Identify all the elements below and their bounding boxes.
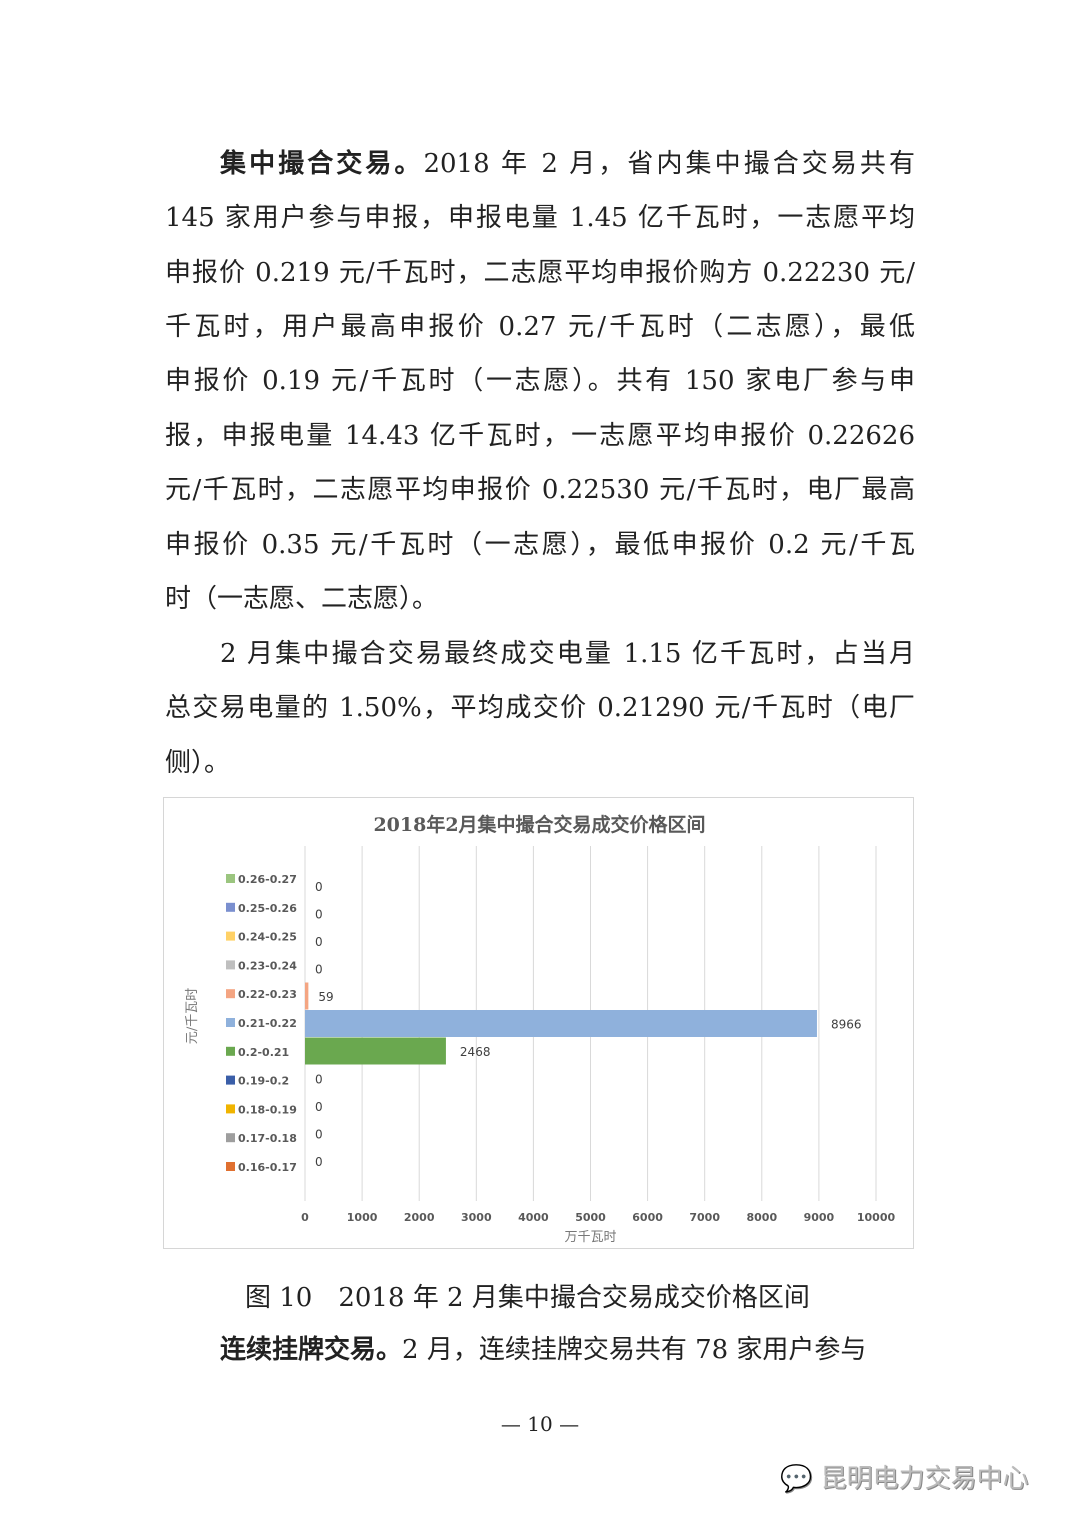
bar [305, 982, 309, 1010]
x-axis-label: 万千瓦时 [564, 1230, 616, 1245]
line-text: 申报价 0.35 元/千瓦时（一志愿），最低申报价 0.2 元/千瓦 [165, 530, 915, 560]
paragraph-1-lead: 集中撮合交易。 [220, 149, 424, 179]
x-tick-label: 10000 [857, 1211, 896, 1224]
legend-swatch [226, 1104, 235, 1114]
legend-label: 0.26-0.27 [238, 873, 297, 886]
chart-svg: 2018年2月集中撮合交易成交价格区间 0 1000 2000 3000 4000 5000… [185, 813, 896, 1245]
paragraph-1-line: 申报价 0.219 元/千瓦时，二志愿平均申报价购方 0.22230 元/ [165, 256, 915, 290]
data-label: 0 [315, 1100, 323, 1114]
x-tick-label: 0 [301, 1211, 309, 1224]
line-text: 时（一志愿、二志愿）。 [165, 584, 439, 614]
legend-swatch [226, 874, 235, 883]
x-tick-label: 7000 [689, 1211, 720, 1224]
paragraph-3: 连续挂牌交易。2 月，连续挂牌交易共有 78 家用户参与 [220, 1333, 915, 1367]
x-tick-label: 1000 [347, 1211, 378, 1224]
x-tick-label: 5000 [575, 1211, 606, 1224]
line-text: 申报价 0.19 元/千瓦时（一志愿）。共有 150 家电厂参与申 [165, 366, 915, 396]
data-label: 0 [315, 1155, 323, 1169]
data-label: 59 [318, 990, 333, 1004]
x-tick-label: 2000 [404, 1211, 435, 1224]
x-tick-label: 9000 [804, 1211, 835, 1224]
legend-label: 0.24-0.25 [238, 931, 297, 944]
line-text: 145 家用户参与申报，申报电量 1.45 亿千瓦时，一志愿平均 [165, 203, 915, 233]
figure-caption: 图 10 2018 年 2 月集中撮合交易成交价格区间 [245, 1283, 810, 1313]
legend-label: 0.25-0.26 [238, 902, 297, 915]
x-tick-label: 4000 [518, 1211, 549, 1224]
data-label: 0 [315, 1128, 323, 1142]
legend-label: 0.18-0.19 [238, 1103, 297, 1116]
paragraph-1-line: 145 家用户参与申报，申报电量 1.45 亿千瓦时，一志愿平均 [165, 201, 915, 235]
legend-label: 0.21-0.22 [238, 1017, 297, 1030]
paragraph-3-text: 2 月，连续挂牌交易共有 78 家用户参与 [402, 1335, 867, 1365]
paragraph-3-lead: 连续挂牌交易。 [220, 1335, 403, 1365]
legend-swatch [226, 1133, 235, 1143]
paragraph-1-line: 时（一志愿、二志愿）。 [165, 582, 915, 616]
legend-label: 0.23-0.24 [238, 959, 297, 972]
bar [305, 1010, 817, 1037]
paragraph-1-line: 报，申报电量 14.43 亿千瓦时，一志愿平均申报价 0.22626 [165, 419, 915, 453]
legend-label: 0.2-0.21 [238, 1046, 289, 1059]
legend-swatch [226, 902, 235, 912]
legend-swatch [226, 989, 235, 999]
chart-title: 2018年2月集中撮合交易成交价格区间 [373, 813, 705, 836]
bar [305, 1037, 446, 1065]
legend-swatch [226, 931, 235, 941]
legend-swatch [226, 1075, 235, 1085]
wechat-icon: 💬 [780, 1464, 813, 1494]
paragraph-2-line: 总交易电量的 1.50%，平均成交价 0.21290 元/千瓦时（电厂 [165, 693, 915, 723]
paragraph-1-line: 千瓦时，用户最高申报价 0.27 元/千瓦时（二志愿），最低 [165, 310, 915, 344]
data-label: 0 [315, 908, 323, 922]
legend-label: 0.17-0.18 [238, 1132, 297, 1145]
legend-swatch [226, 960, 235, 970]
watermark-logo: 💬 昆明电力交易中心 [780, 1458, 1029, 1495]
line-text: 元/千瓦时，二志愿平均申报价 0.22530 元/千瓦时，电厂最高 [165, 475, 915, 505]
paragraph-1-line: 申报价 0.35 元/千瓦时（一志愿），最低申报价 0.2 元/千瓦 [165, 528, 915, 562]
watermark-text: 昆明电力交易中心 [820, 1464, 1029, 1494]
legend-label: 0.22-0.23 [238, 988, 297, 1001]
data-label: 0 [315, 935, 323, 949]
legend-label: 0.16-0.17 [238, 1161, 297, 1174]
page-number: — 10 — [500, 1412, 580, 1436]
line-text: 报，申报电量 14.43 亿千瓦时，一志愿平均申报价 0.22626 [165, 421, 915, 451]
x-tick-label: 8000 [746, 1211, 777, 1224]
y-axis-label: 元/千瓦时 [185, 988, 200, 1044]
line-text: 千瓦时，用户最高申报价 0.27 元/千瓦时（二志愿），最低 [165, 312, 915, 342]
data-label: 0 [315, 880, 323, 894]
x-tick-label: 3000 [461, 1211, 492, 1224]
x-tick-label: 6000 [632, 1211, 663, 1224]
legend-swatch [226, 1162, 235, 1171]
data-label: 8966 [831, 1018, 862, 1032]
data-label: 0 [315, 963, 323, 977]
data-label: 0 [315, 1073, 323, 1087]
paragraph-1-line: 元/千瓦时，二志愿平均申报价 0.22530 元/千瓦时，电厂最高 [165, 473, 915, 507]
legend-swatch [226, 1018, 235, 1027]
line-text: 申报价 0.219 元/千瓦时，二志愿平均申报价购方 0.22230 元/ [165, 258, 915, 288]
data-label: 2468 [460, 1045, 491, 1059]
paragraph-1-line: 申报价 0.19 元/千瓦时（一志愿）。共有 150 家电厂参与申 [165, 364, 915, 398]
paragraph-2-line: 侧）。 [165, 748, 231, 778]
legend-swatch [226, 1046, 235, 1056]
paragraph-2-line: 2 月集中撮合交易最终成交电量 1.15 亿千瓦时，占当月 [220, 639, 915, 669]
legend-label: 0.19-0.2 [238, 1075, 289, 1088]
price-range-chart: 2018年2月集中撮合交易成交价格区间 0 1000 2000 3000 4000 5000… [163, 797, 914, 1249]
line-text: 2018 年 2 月，省内集中撮合交易共有 [423, 149, 915, 179]
paragraph-1-line: 集中撮合交易。2018 年 2 月，省内集中撮合交易共有 [220, 147, 915, 181]
